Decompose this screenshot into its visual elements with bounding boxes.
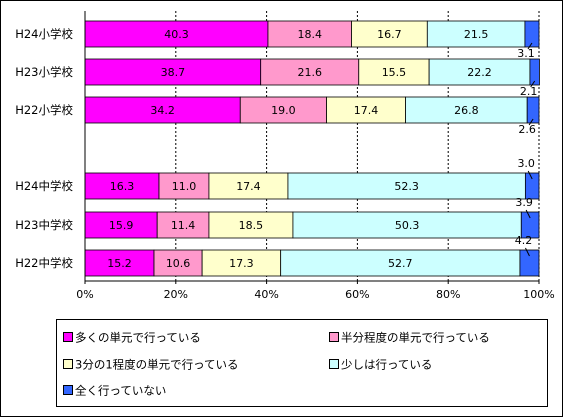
legend-swatch-series-1	[63, 331, 73, 342]
bar-segment	[84, 172, 160, 200]
category-label: H24小学校	[15, 27, 73, 41]
data-label: 11.0	[172, 180, 197, 193]
data-label: 34.2	[150, 104, 175, 117]
legend-swatch-series-5	[63, 384, 73, 395]
bar-segment	[519, 249, 540, 277]
bar-segment	[529, 58, 540, 86]
data-label: 3.0	[517, 157, 535, 170]
data-label: 52.3	[394, 180, 419, 193]
legend-label-series-5: 全く行っていない	[75, 383, 167, 398]
bar-segment	[520, 211, 540, 239]
leader-line	[527, 42, 533, 50]
data-label: 19.0	[271, 104, 296, 117]
x-tick-label: 20%	[164, 288, 188, 301]
bar-segment	[84, 96, 241, 124]
data-label: 22.2	[467, 66, 492, 79]
data-label: 18.5	[239, 219, 264, 232]
category-label: H24中学校	[15, 179, 73, 193]
legend-swatch-series-3	[63, 358, 73, 369]
bar-segment	[208, 211, 294, 239]
data-label: 18.4	[297, 28, 322, 41]
legend: 多くの単元で行っている 半分程度の単元で行っている 3分の1程度の単元で行ってい…	[56, 319, 548, 407]
data-label: 26.8	[454, 104, 479, 117]
legend-item-series-4: 少しは行っている	[329, 356, 432, 372]
bar-segment	[84, 58, 262, 86]
data-label: 15.2	[107, 257, 132, 270]
leader-line	[528, 118, 534, 126]
legend-swatch-series-4	[329, 358, 339, 369]
data-label: 3.9	[515, 196, 533, 209]
bar-segment	[426, 20, 526, 48]
legend-label-series-4: 少しは行っている	[341, 357, 433, 372]
legend-label-series-3: 3分の1程度の単元で行っている	[75, 357, 239, 372]
bar-segment	[208, 172, 289, 200]
bar-segment	[524, 20, 540, 48]
bar-segment	[153, 249, 203, 277]
category-label: H23中学校	[15, 218, 73, 232]
x-tick-label: 100%	[523, 288, 554, 301]
data-label: 16.3	[110, 180, 135, 193]
data-label: 2.6	[518, 123, 536, 136]
legend-item-series-5: 全く行っていない	[63, 382, 166, 398]
bar-segment	[428, 58, 531, 86]
x-tick-label: 0%	[76, 288, 93, 301]
x-tick-label: 80%	[436, 288, 460, 301]
legend-swatch-series-2	[329, 331, 339, 342]
legend-item-series-2: 半分程度の単元で行っている	[329, 329, 490, 345]
data-label: 21.6	[297, 66, 322, 79]
data-label: 17.3	[229, 257, 254, 270]
data-label: 50.3	[395, 219, 420, 232]
bar-segment	[158, 172, 210, 200]
data-label: 40.3	[164, 28, 189, 41]
legend-item-series-1: 多くの単元で行っている	[63, 329, 201, 345]
data-label: 15.9	[109, 219, 134, 232]
data-label: 4.2	[515, 234, 533, 247]
legend-label-series-1: 多くの単元で行っている	[75, 330, 201, 345]
bar-segment	[84, 211, 158, 239]
bar-segment	[287, 172, 526, 200]
data-label: 15.5	[382, 66, 407, 79]
bar-segment	[351, 20, 428, 48]
bar-segment	[267, 20, 352, 48]
bar-segment	[326, 96, 406, 124]
bar-segment	[156, 211, 210, 239]
data-label: 52.7	[388, 257, 413, 270]
category-label: H22中学校	[15, 256, 73, 270]
bar-segment	[524, 172, 540, 200]
data-label: 17.4	[354, 104, 379, 117]
bar-segment	[405, 96, 528, 124]
leader-line	[530, 80, 536, 88]
data-label: 38.7	[161, 66, 186, 79]
bar-segment	[239, 96, 327, 124]
bar-segment	[201, 249, 282, 277]
data-label: 16.7	[377, 28, 402, 41]
leader-line	[525, 247, 530, 257]
data-label: 10.6	[166, 257, 191, 270]
legend-item-series-3: 3分の1程度の単元で行っている	[63, 356, 239, 372]
data-label: 21.5	[464, 28, 489, 41]
bar-segment	[526, 96, 540, 124]
data-label: 2.1	[520, 85, 538, 98]
bar-segment	[260, 58, 360, 86]
category-label: H23小学校	[15, 65, 73, 79]
x-tick-label: 40%	[254, 288, 278, 301]
legend-label-series-2: 半分程度の単元で行っている	[341, 330, 490, 345]
data-label: 17.4	[236, 180, 261, 193]
leader-line	[525, 209, 531, 219]
leader-line	[527, 170, 533, 180]
category-label: H22小学校	[15, 103, 73, 117]
plot-area	[85, 11, 539, 281]
x-tick-label: 60%	[345, 288, 369, 301]
data-label: 11.4	[171, 219, 196, 232]
data-label: 3.1	[517, 47, 535, 60]
